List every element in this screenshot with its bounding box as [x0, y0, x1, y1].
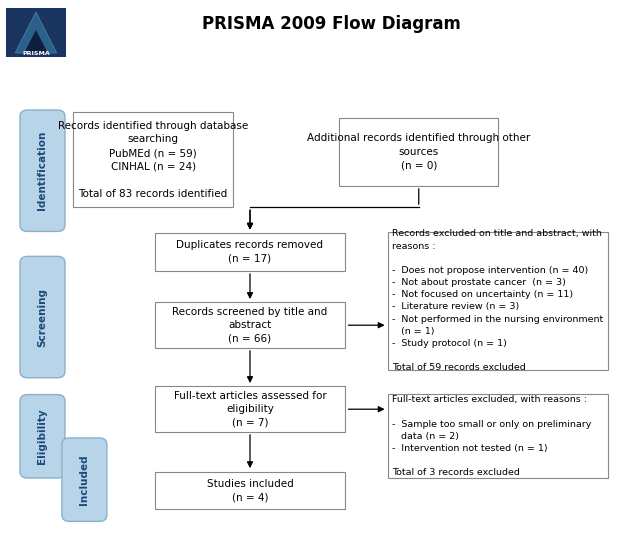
Text: Additional records identified through other
sources
(n = 0): Additional records identified through ot…	[307, 133, 531, 170]
Text: Full-text articles excluded, with reasons :

-  Sample too small or only on prel: Full-text articles excluded, with reason…	[392, 395, 591, 478]
FancyBboxPatch shape	[62, 438, 107, 521]
FancyBboxPatch shape	[20, 110, 65, 231]
FancyBboxPatch shape	[388, 232, 609, 370]
Text: Records identified through database
searching
PubMEd (n = 59)
CINHAL (n = 24)

T: Records identified through database sear…	[58, 121, 248, 199]
FancyBboxPatch shape	[388, 395, 609, 478]
Text: Eligibility: Eligibility	[38, 409, 48, 464]
Text: Records excluded on title and abstract, with
reasons :

-  Does not propose inte: Records excluded on title and abstract, …	[392, 229, 604, 372]
Polygon shape	[15, 12, 57, 53]
FancyBboxPatch shape	[74, 113, 232, 208]
Text: Included: Included	[79, 454, 89, 505]
FancyBboxPatch shape	[20, 256, 65, 378]
FancyBboxPatch shape	[339, 118, 499, 185]
Text: Full-text articles assessed for
eligibility
(n = 7): Full-text articles assessed for eligibil…	[174, 391, 326, 428]
FancyBboxPatch shape	[20, 395, 65, 478]
FancyBboxPatch shape	[155, 302, 345, 348]
Text: Screening: Screening	[38, 288, 48, 346]
FancyBboxPatch shape	[6, 8, 66, 57]
Text: Records screened by title and
abstract
(n = 66): Records screened by title and abstract (…	[173, 307, 328, 344]
Text: Identification: Identification	[38, 131, 48, 210]
Text: PRISMA 2009 Flow Diagram: PRISMA 2009 Flow Diagram	[202, 15, 461, 34]
Text: Studies included
(n = 4): Studies included (n = 4)	[207, 479, 293, 502]
FancyBboxPatch shape	[155, 233, 345, 271]
FancyBboxPatch shape	[155, 386, 345, 433]
Polygon shape	[24, 30, 48, 53]
FancyBboxPatch shape	[155, 472, 345, 509]
Text: PRISMA: PRISMA	[22, 51, 50, 56]
Text: Duplicates records removed
(n = 17): Duplicates records removed (n = 17)	[176, 240, 324, 264]
